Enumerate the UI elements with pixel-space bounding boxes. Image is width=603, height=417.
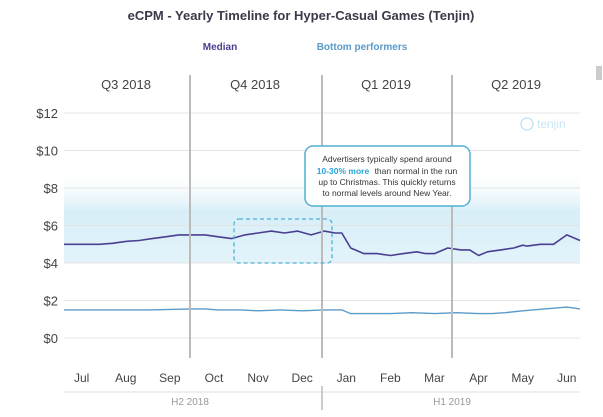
annotation-line-2: than normal in the run (375, 166, 458, 176)
y-tick-label: $8 (44, 181, 58, 196)
legend-bottom-performers: Bottom performers (317, 42, 408, 53)
quarter-label-q4-2018: Q4 2018 (230, 77, 280, 92)
x-tick-label: Dec (291, 371, 312, 385)
x-tick-label: Feb (380, 371, 401, 385)
x-tick-label: Apr (469, 371, 488, 385)
x-tick-label: Jul (74, 371, 89, 385)
y-tick-label: $0 (44, 331, 58, 346)
y-tick-label: $10 (36, 144, 58, 159)
scrollbar-thumb[interactable] (596, 66, 602, 80)
svg-text:10-30% more than normal: 10-30% more than normal in the run (317, 166, 458, 176)
x-tick-label: May (511, 371, 534, 385)
x-tick-label: Jun (557, 371, 576, 385)
x-tick-label: Mar (424, 371, 445, 385)
half-label-h1-2019: H1 2019 (433, 397, 471, 408)
x-tick-label: Aug (115, 371, 136, 385)
holiday-highlight-box (233, 218, 333, 264)
annotation-highlight: 10-30% more (317, 166, 370, 176)
quarter-label-q3-2018: Q3 2018 (101, 77, 151, 92)
series-line-bottom-performers (64, 306, 581, 315)
x-tick-label: Nov (247, 371, 268, 385)
y-tick-label: $2 (44, 294, 58, 309)
y-tick-label: $6 (44, 219, 58, 234)
chart-title: eCPM - Yearly Timeline for Hyper-Casual … (128, 8, 475, 23)
quarter-label-q2-2019: Q2 2019 (491, 77, 541, 92)
legend-median: Median (203, 42, 237, 53)
series-line-median (64, 230, 581, 257)
half-year-bar: H2 2018 H1 2019 (64, 386, 580, 410)
x-tick-label: Oct (205, 371, 224, 385)
x-tick-label: Jan (337, 371, 356, 385)
tenjin-watermark: tenjin (520, 117, 566, 131)
quarter-label-q1-2019: Q1 2019 (361, 77, 411, 92)
quarter-dividers (189, 75, 453, 358)
y-tick-label: $4 (44, 256, 58, 271)
half-label-h2-2018: H2 2018 (171, 397, 209, 408)
annotation-line-3: up to Christmas. This quickly returns (318, 177, 455, 187)
y-tick-label: $12 (36, 106, 58, 121)
x-tick-label: Sep (159, 371, 181, 385)
annotation-line-4: to normal levels around New Year. (323, 188, 452, 198)
annotation-line-1: Advertisers typically spend around (322, 154, 452, 164)
annotation-callout: Advertisers typically spend around 10-30… (304, 145, 471, 207)
svg-text:tenjin: tenjin (537, 117, 566, 131)
